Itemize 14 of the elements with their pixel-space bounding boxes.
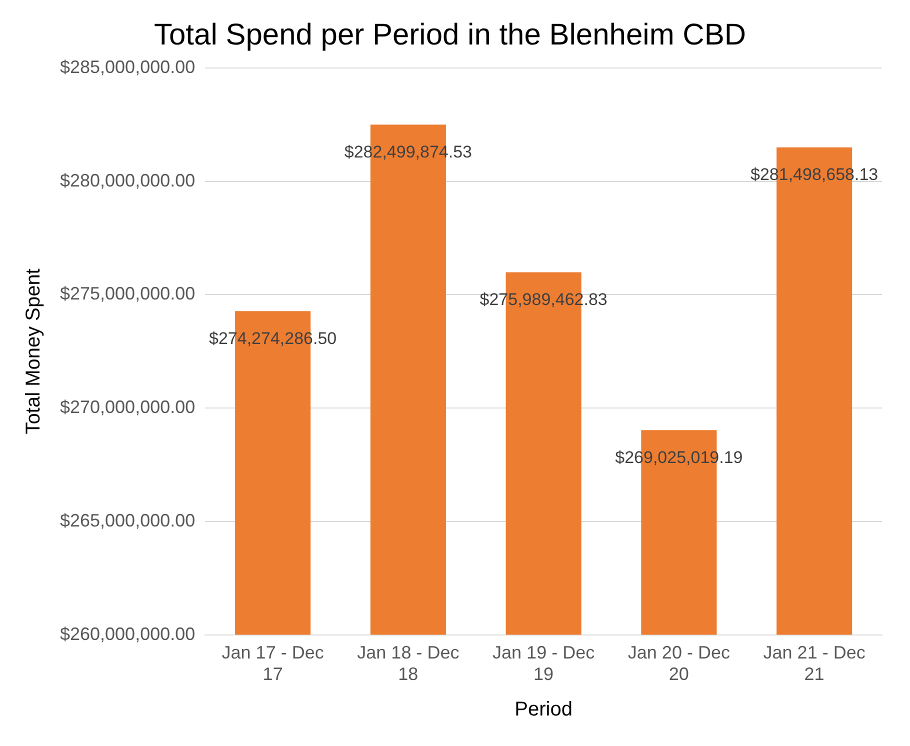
chart-title: Total Spend per Period in the Blenheim CBD: [154, 18, 746, 52]
y-tick-label: $260,000,000.00: [60, 624, 196, 644]
y-tick-label: $285,000,000.00: [60, 56, 196, 77]
y-tick-label: $265,000,000.00: [60, 510, 196, 530]
x-tick-label: Jan 17 - Dec 17: [222, 642, 324, 684]
y-axis-title: Total Money Spent: [22, 268, 45, 434]
x-tick-label: Jan 19 - Dec 19: [492, 642, 595, 684]
x-axis-title: Period: [514, 698, 572, 721]
x-tick-label: Jan 20 - Dec 20: [628, 642, 730, 684]
x-tick-label: Jan 18 - Dec 18: [357, 642, 460, 684]
y-tick-label: $270,000,000.00: [60, 397, 196, 418]
y-tick-label: $275,000,000.00: [60, 284, 196, 304]
x-tick-label: Jan 21 - Dec 21: [763, 642, 866, 684]
y-tick-label: $280,000,000.00: [60, 170, 196, 190]
